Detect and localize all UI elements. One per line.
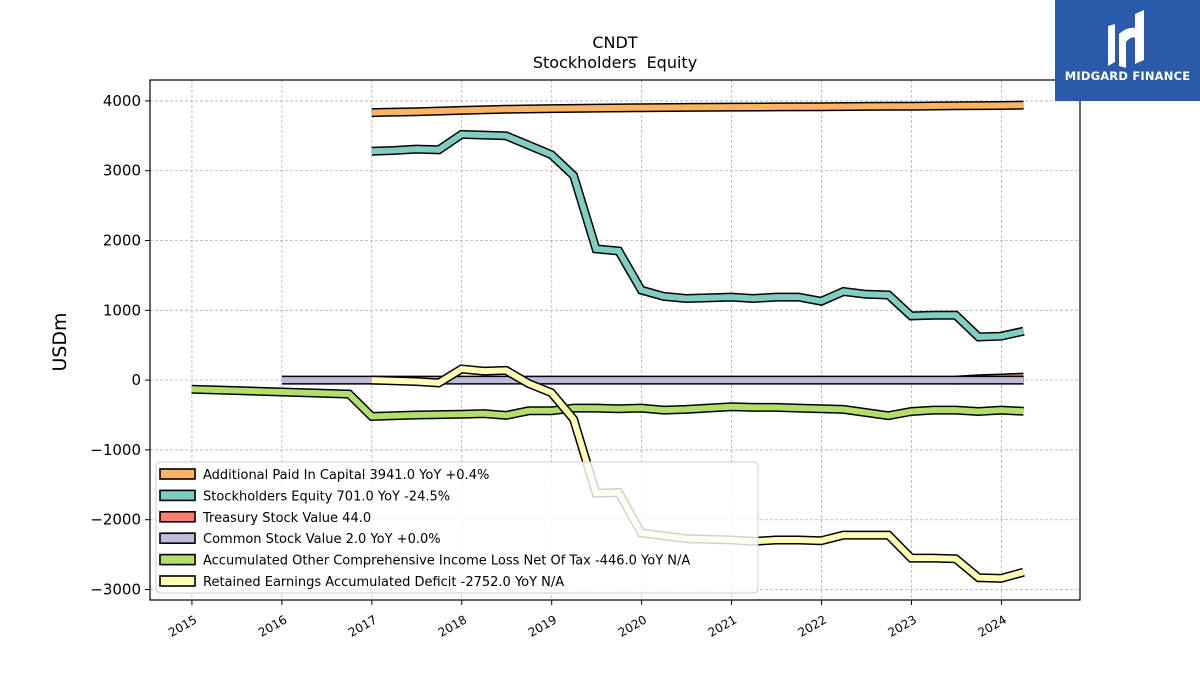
series-0: [371, 100, 1024, 118]
x-tick-label: 2024: [975, 612, 1008, 639]
x-tick-label: 2019: [526, 612, 559, 639]
midgard-finance-logo-icon: [1108, 10, 1144, 68]
y-tick-label: −2000: [90, 511, 141, 529]
x-tick-label: 2022: [796, 612, 829, 639]
series-1: [371, 129, 1025, 342]
y-tick-label: 1000: [103, 301, 141, 319]
series-line-outline: [371, 129, 1025, 342]
legend-swatch: [159, 489, 196, 502]
y-tick-label: −3000: [90, 581, 141, 599]
y-tick-label: −1000: [90, 441, 141, 459]
x-tick-label: 2017: [346, 612, 379, 639]
legend-label: Common Stock Value 2.0 YoY +0.0%: [203, 532, 441, 547]
brand-logo: MIDGARD FINANCE: [1055, 0, 1200, 101]
x-tick-label: 2023: [886, 612, 919, 639]
plot-frame: [149, 79, 1081, 601]
legend-box: [155, 461, 759, 594]
legend-label: Retained Earnings Accumulated Deficit -2…: [203, 575, 564, 590]
axis-ticks: 4000 3000 2000 1000 0 −1000 −2000 −3000 2015 2016…: [90, 92, 1009, 640]
y-tick-label: 4000: [103, 92, 141, 110]
brand-logo-text: MIDGARD FINANCE: [1064, 69, 1191, 83]
chart-title: CNDT: [592, 33, 637, 52]
legend-swatch: [159, 553, 196, 566]
legend-label: Accumulated Other Comprehensive Income L…: [203, 554, 690, 569]
legend-label: Treasury Stock Value 44.0: [202, 511, 371, 526]
series-line: [191, 386, 1024, 420]
series-line: [371, 131, 1025, 340]
series-line: [371, 102, 1024, 116]
x-tick-label: 2016: [256, 612, 289, 639]
legend-swatch: [159, 575, 196, 587]
legend-swatch: [159, 468, 196, 480]
x-tick-label: 2015: [166, 612, 199, 639]
x-tick-label: 2021: [706, 612, 739, 639]
legend-label: Stockholders Equity 701.0 YoY -24.5%: [203, 489, 450, 504]
legend-swatch: [159, 532, 196, 545]
x-tick-label: 2020: [616, 612, 649, 639]
y-tick-label: 2000: [103, 232, 141, 250]
legend-swatch: [159, 510, 196, 523]
x-tick-label: 2018: [436, 612, 469, 639]
legend-label: Additional Paid In Capital 3941.0 YoY +0…: [203, 468, 489, 483]
y-axis-label: USDm: [49, 312, 71, 371]
chart-subtitle: Stockholders Equity: [533, 53, 697, 72]
y-tick-label: 3000: [103, 162, 141, 180]
series-4: [191, 384, 1024, 421]
legend: Additional Paid In Capital 3941.0 YoY +0…: [155, 461, 759, 594]
y-tick-label: 0: [131, 371, 141, 389]
